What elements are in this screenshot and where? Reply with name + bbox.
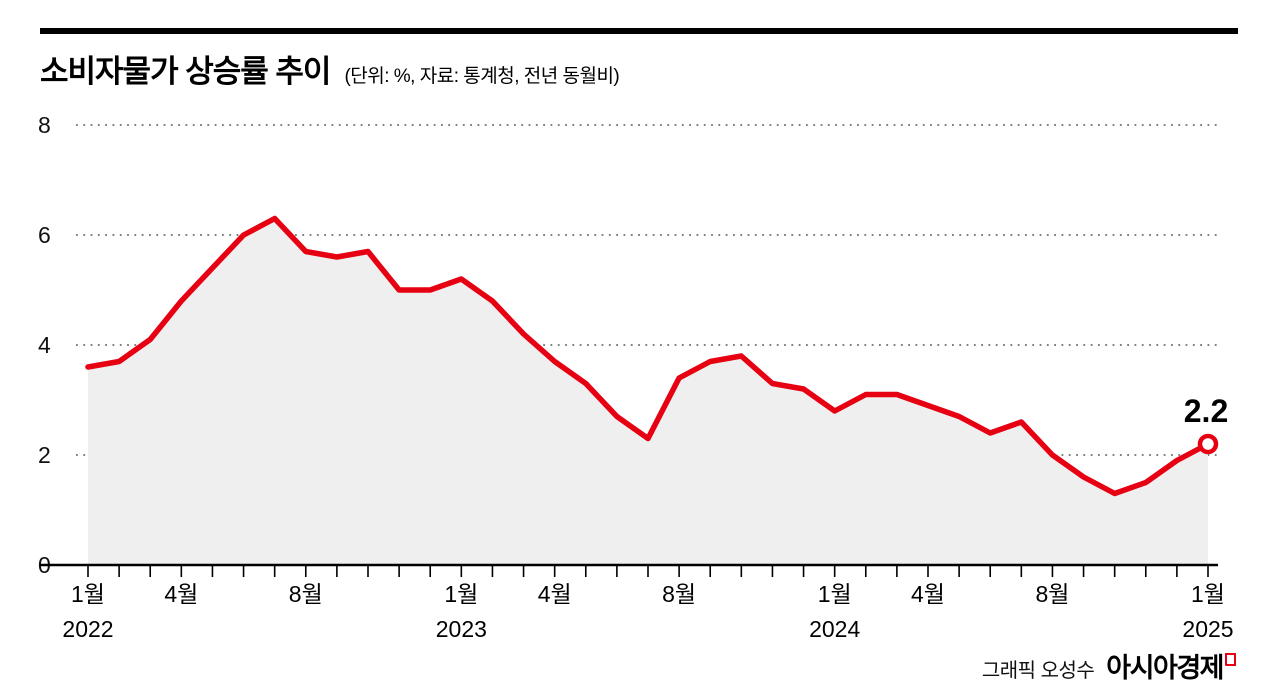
y-axis-label: 6 — [38, 222, 51, 248]
publisher-logo-mark — [1225, 653, 1236, 666]
y-axis-label: 8 — [38, 112, 51, 138]
chart-title: 소비자물가 상승률 추이 — [40, 54, 331, 89]
end-value-label: 2.2 — [1184, 393, 1228, 429]
x-axis-year-label: 2022 — [62, 616, 113, 642]
x-axis-month-label: 8월 — [289, 581, 323, 607]
x-axis-month-label: 8월 — [1035, 581, 1069, 607]
x-axis-month-label: 1월 — [1191, 581, 1225, 607]
x-axis-month-label: 1월 — [818, 581, 852, 607]
x-axis-year-label: 2025 — [1182, 616, 1233, 642]
y-axis-label: 2 — [38, 442, 51, 468]
x-axis-month-label: 4월 — [911, 581, 945, 607]
data-line — [85, 215, 1211, 497]
top-rule — [40, 28, 1238, 34]
y-axis-label: 4 — [38, 332, 51, 358]
chart-header: 소비자물가 상승률 추이 (단위: %, 자료: 통계청, 전년 동월비) — [40, 46, 620, 91]
graphic-credit: 그래픽 오성수 — [981, 660, 1095, 682]
x-axis-year-label: 2023 — [436, 616, 487, 642]
x-axis-month-label: 4월 — [538, 581, 572, 607]
publisher-logo: 아시아경제 — [1106, 646, 1236, 685]
x-axis-month-label: 4월 — [164, 581, 198, 607]
credit-line: 그래픽 오성수 아시아경제 — [982, 646, 1236, 685]
x-axis-month-label: 8월 — [662, 581, 696, 607]
area-fill — [88, 218, 1208, 565]
x-axis-year-label: 2024 — [809, 616, 860, 642]
chart-subtitle: (단위: %, 자료: 통계청, 전년 동월비) — [344, 66, 620, 87]
x-axis-month-label: 1월 — [444, 581, 478, 607]
x-axis-month-label: 1월 — [71, 581, 105, 607]
end-point-marker — [1197, 433, 1219, 455]
